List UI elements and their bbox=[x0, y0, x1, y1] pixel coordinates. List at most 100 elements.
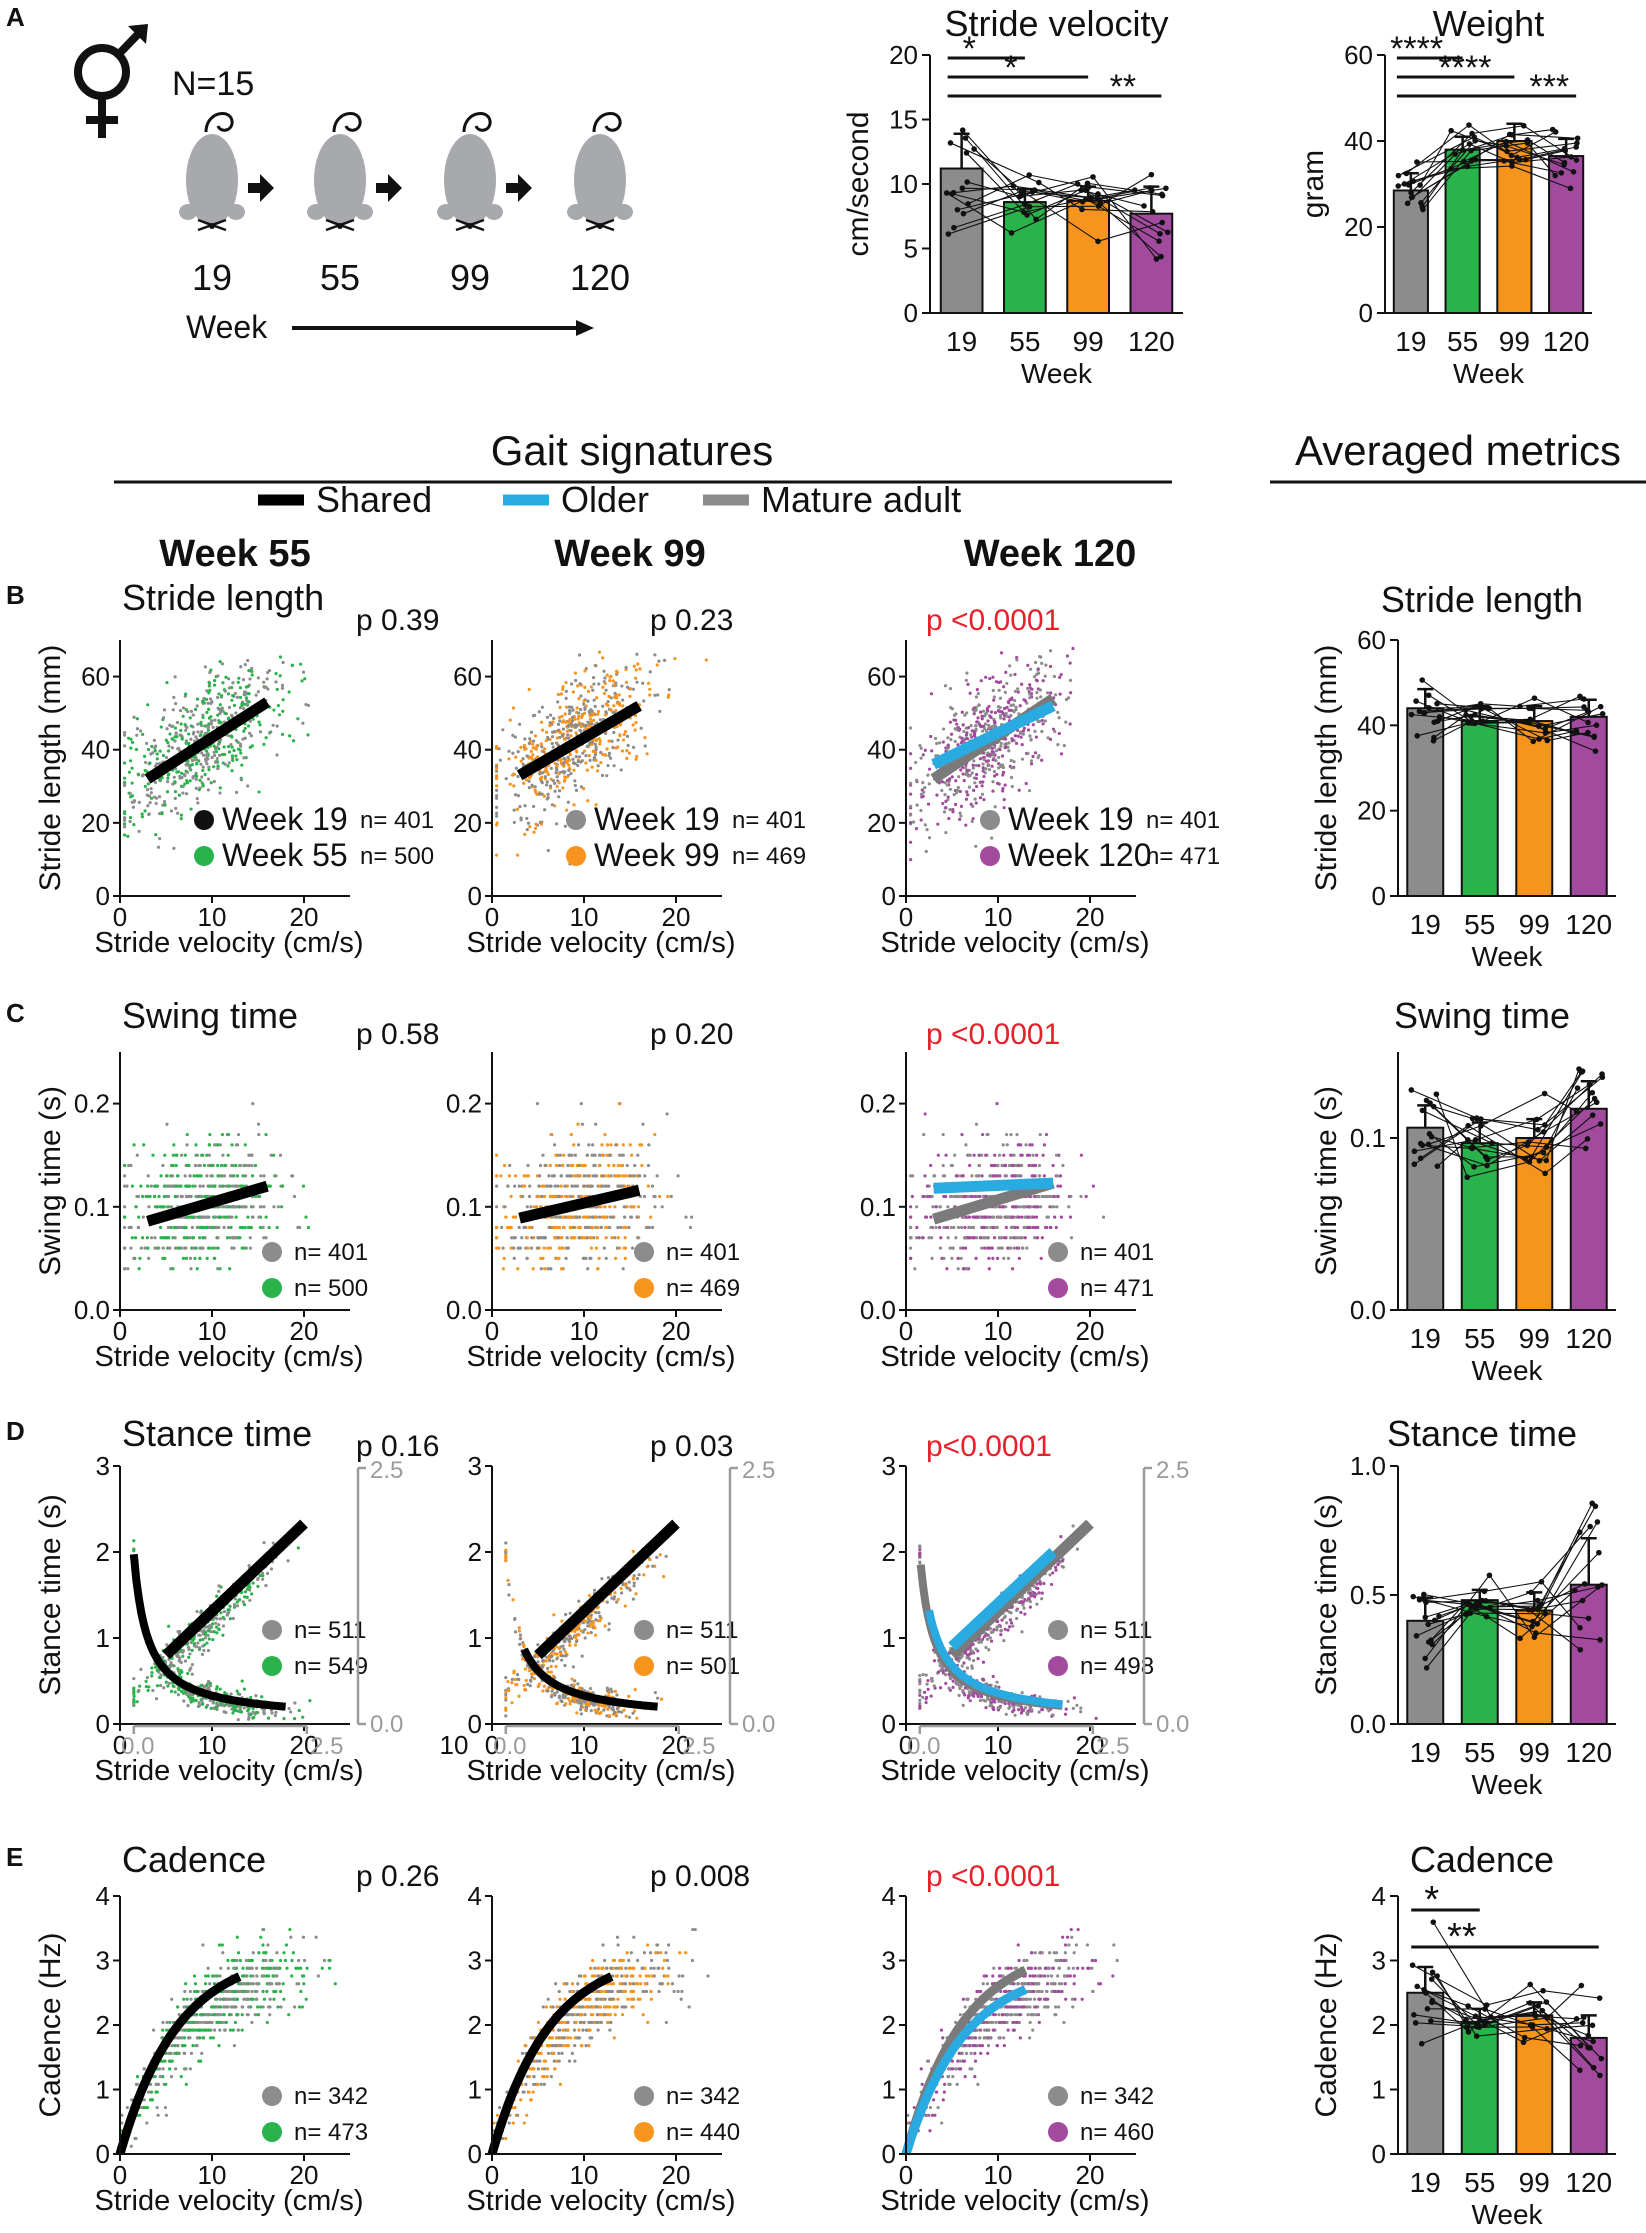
point-comparison-week bbox=[258, 723, 262, 727]
point-week-19 bbox=[248, 731, 252, 735]
point-week-19 bbox=[575, 1184, 579, 1188]
point-comparison-week bbox=[177, 793, 182, 797]
point-week-19 bbox=[584, 754, 588, 758]
point-week-19 bbox=[198, 1246, 202, 1250]
point-week-19 bbox=[599, 1225, 604, 1230]
legend-marker bbox=[1048, 1278, 1068, 1298]
point-week-19 bbox=[603, 676, 607, 680]
point-week-19 bbox=[984, 712, 988, 716]
point-week-19 bbox=[497, 747, 501, 751]
bar-week-55 bbox=[1460, 720, 1499, 897]
point-week-19 bbox=[529, 730, 534, 734]
point-comparison-week bbox=[929, 734, 933, 739]
point-comparison-week bbox=[616, 1236, 620, 1240]
row-label: C bbox=[6, 998, 25, 1028]
point-comparison-week bbox=[1049, 1225, 1053, 1230]
individual-dot bbox=[1581, 704, 1587, 710]
right-arrow-icon bbox=[376, 174, 402, 202]
point-week-19 bbox=[149, 1236, 154, 1240]
point-week-19 bbox=[1007, 749, 1011, 753]
point-comparison-week bbox=[597, 1256, 601, 1260]
point-comparison-week bbox=[561, 720, 565, 724]
point-comparison-week bbox=[301, 1184, 306, 1188]
point-week-19 bbox=[650, 1225, 655, 1230]
point-week-19 bbox=[186, 1703, 190, 1708]
point-week-19 bbox=[238, 706, 243, 710]
point-week-19 bbox=[234, 711, 238, 715]
point-week-19 bbox=[178, 708, 183, 713]
point-week-19 bbox=[941, 1132, 945, 1137]
point-week-19 bbox=[286, 1559, 290, 1563]
point-comparison-week bbox=[166, 1205, 170, 1209]
point-week-19 bbox=[1029, 759, 1034, 763]
point-comparison-week bbox=[243, 1590, 247, 1594]
point-comparison-week bbox=[571, 690, 576, 694]
individual-dot bbox=[1525, 1139, 1532, 1145]
point-comparison-week bbox=[218, 659, 222, 664]
point-comparison-week bbox=[504, 1215, 508, 1219]
point-week-19 bbox=[179, 1153, 184, 1157]
point-comparison-week bbox=[176, 1246, 180, 1250]
point-comparison-week bbox=[158, 1225, 163, 1230]
point-week-19 bbox=[208, 697, 213, 701]
point-comparison-week bbox=[185, 1132, 189, 1137]
point-week-19 bbox=[1045, 691, 1050, 695]
point-week-19 bbox=[608, 1153, 612, 1157]
point-week-19 bbox=[1009, 673, 1013, 677]
point-week-19 bbox=[566, 755, 570, 759]
point-week-19 bbox=[948, 807, 952, 812]
point-week-19 bbox=[296, 1225, 300, 1230]
male-female-symbol-icon bbox=[74, 24, 148, 138]
point-comparison-week bbox=[967, 1215, 971, 1219]
point-comparison-week bbox=[176, 770, 180, 774]
point-comparison-week bbox=[979, 724, 983, 728]
point-comparison-week bbox=[623, 729, 628, 734]
point-comparison-week bbox=[1018, 704, 1022, 708]
point-week-19 bbox=[246, 658, 250, 663]
individual-dot bbox=[1570, 169, 1577, 175]
point-comparison-week bbox=[568, 752, 572, 756]
mouse-ear bbox=[567, 204, 585, 220]
point-week-19 bbox=[566, 800, 570, 804]
point-week-19 bbox=[970, 771, 974, 775]
point-comparison-week bbox=[184, 1256, 189, 1260]
point-comparison-week bbox=[554, 1153, 558, 1157]
point-week-19 bbox=[222, 1225, 226, 1230]
point-comparison-week bbox=[1049, 691, 1053, 695]
point-comparison-week bbox=[998, 747, 1002, 752]
point-week-19 bbox=[545, 1184, 549, 1188]
point-comparison-week bbox=[542, 1184, 546, 1188]
mouse-body bbox=[314, 134, 366, 226]
point-week-19 bbox=[1054, 1153, 1059, 1157]
point-week-19 bbox=[517, 1225, 521, 1230]
point-comparison-week bbox=[625, 756, 629, 760]
point-week-19 bbox=[235, 1604, 240, 1608]
point-week-19 bbox=[206, 1215, 210, 1219]
point-comparison-week bbox=[952, 718, 956, 722]
point-week-19 bbox=[607, 751, 612, 755]
point-comparison-week bbox=[1005, 705, 1009, 709]
point-comparison-week bbox=[161, 753, 166, 758]
point-week-19 bbox=[688, 1225, 693, 1230]
individual-dot bbox=[1573, 157, 1580, 163]
point-week-19 bbox=[206, 724, 211, 728]
point-comparison-week bbox=[991, 789, 995, 793]
point-comparison-week bbox=[921, 753, 925, 757]
point-week-19 bbox=[259, 1174, 263, 1178]
point-comparison-week bbox=[187, 741, 191, 746]
point-week-19 bbox=[942, 1256, 946, 1260]
point-week-19 bbox=[1048, 649, 1053, 653]
point-week-19 bbox=[565, 1246, 569, 1250]
point-comparison-week bbox=[146, 1184, 150, 1188]
point-week-19 bbox=[1028, 696, 1032, 700]
row-label: B bbox=[6, 580, 25, 610]
point-comparison-week bbox=[165, 790, 170, 794]
point-week-19 bbox=[618, 1184, 622, 1188]
point-week-19 bbox=[206, 788, 210, 792]
point-week-19 bbox=[946, 1236, 950, 1240]
point-comparison-week bbox=[205, 1641, 209, 1645]
point-comparison-week bbox=[531, 758, 535, 762]
point-week-19 bbox=[234, 790, 239, 794]
point-comparison-week bbox=[1011, 1163, 1015, 1168]
